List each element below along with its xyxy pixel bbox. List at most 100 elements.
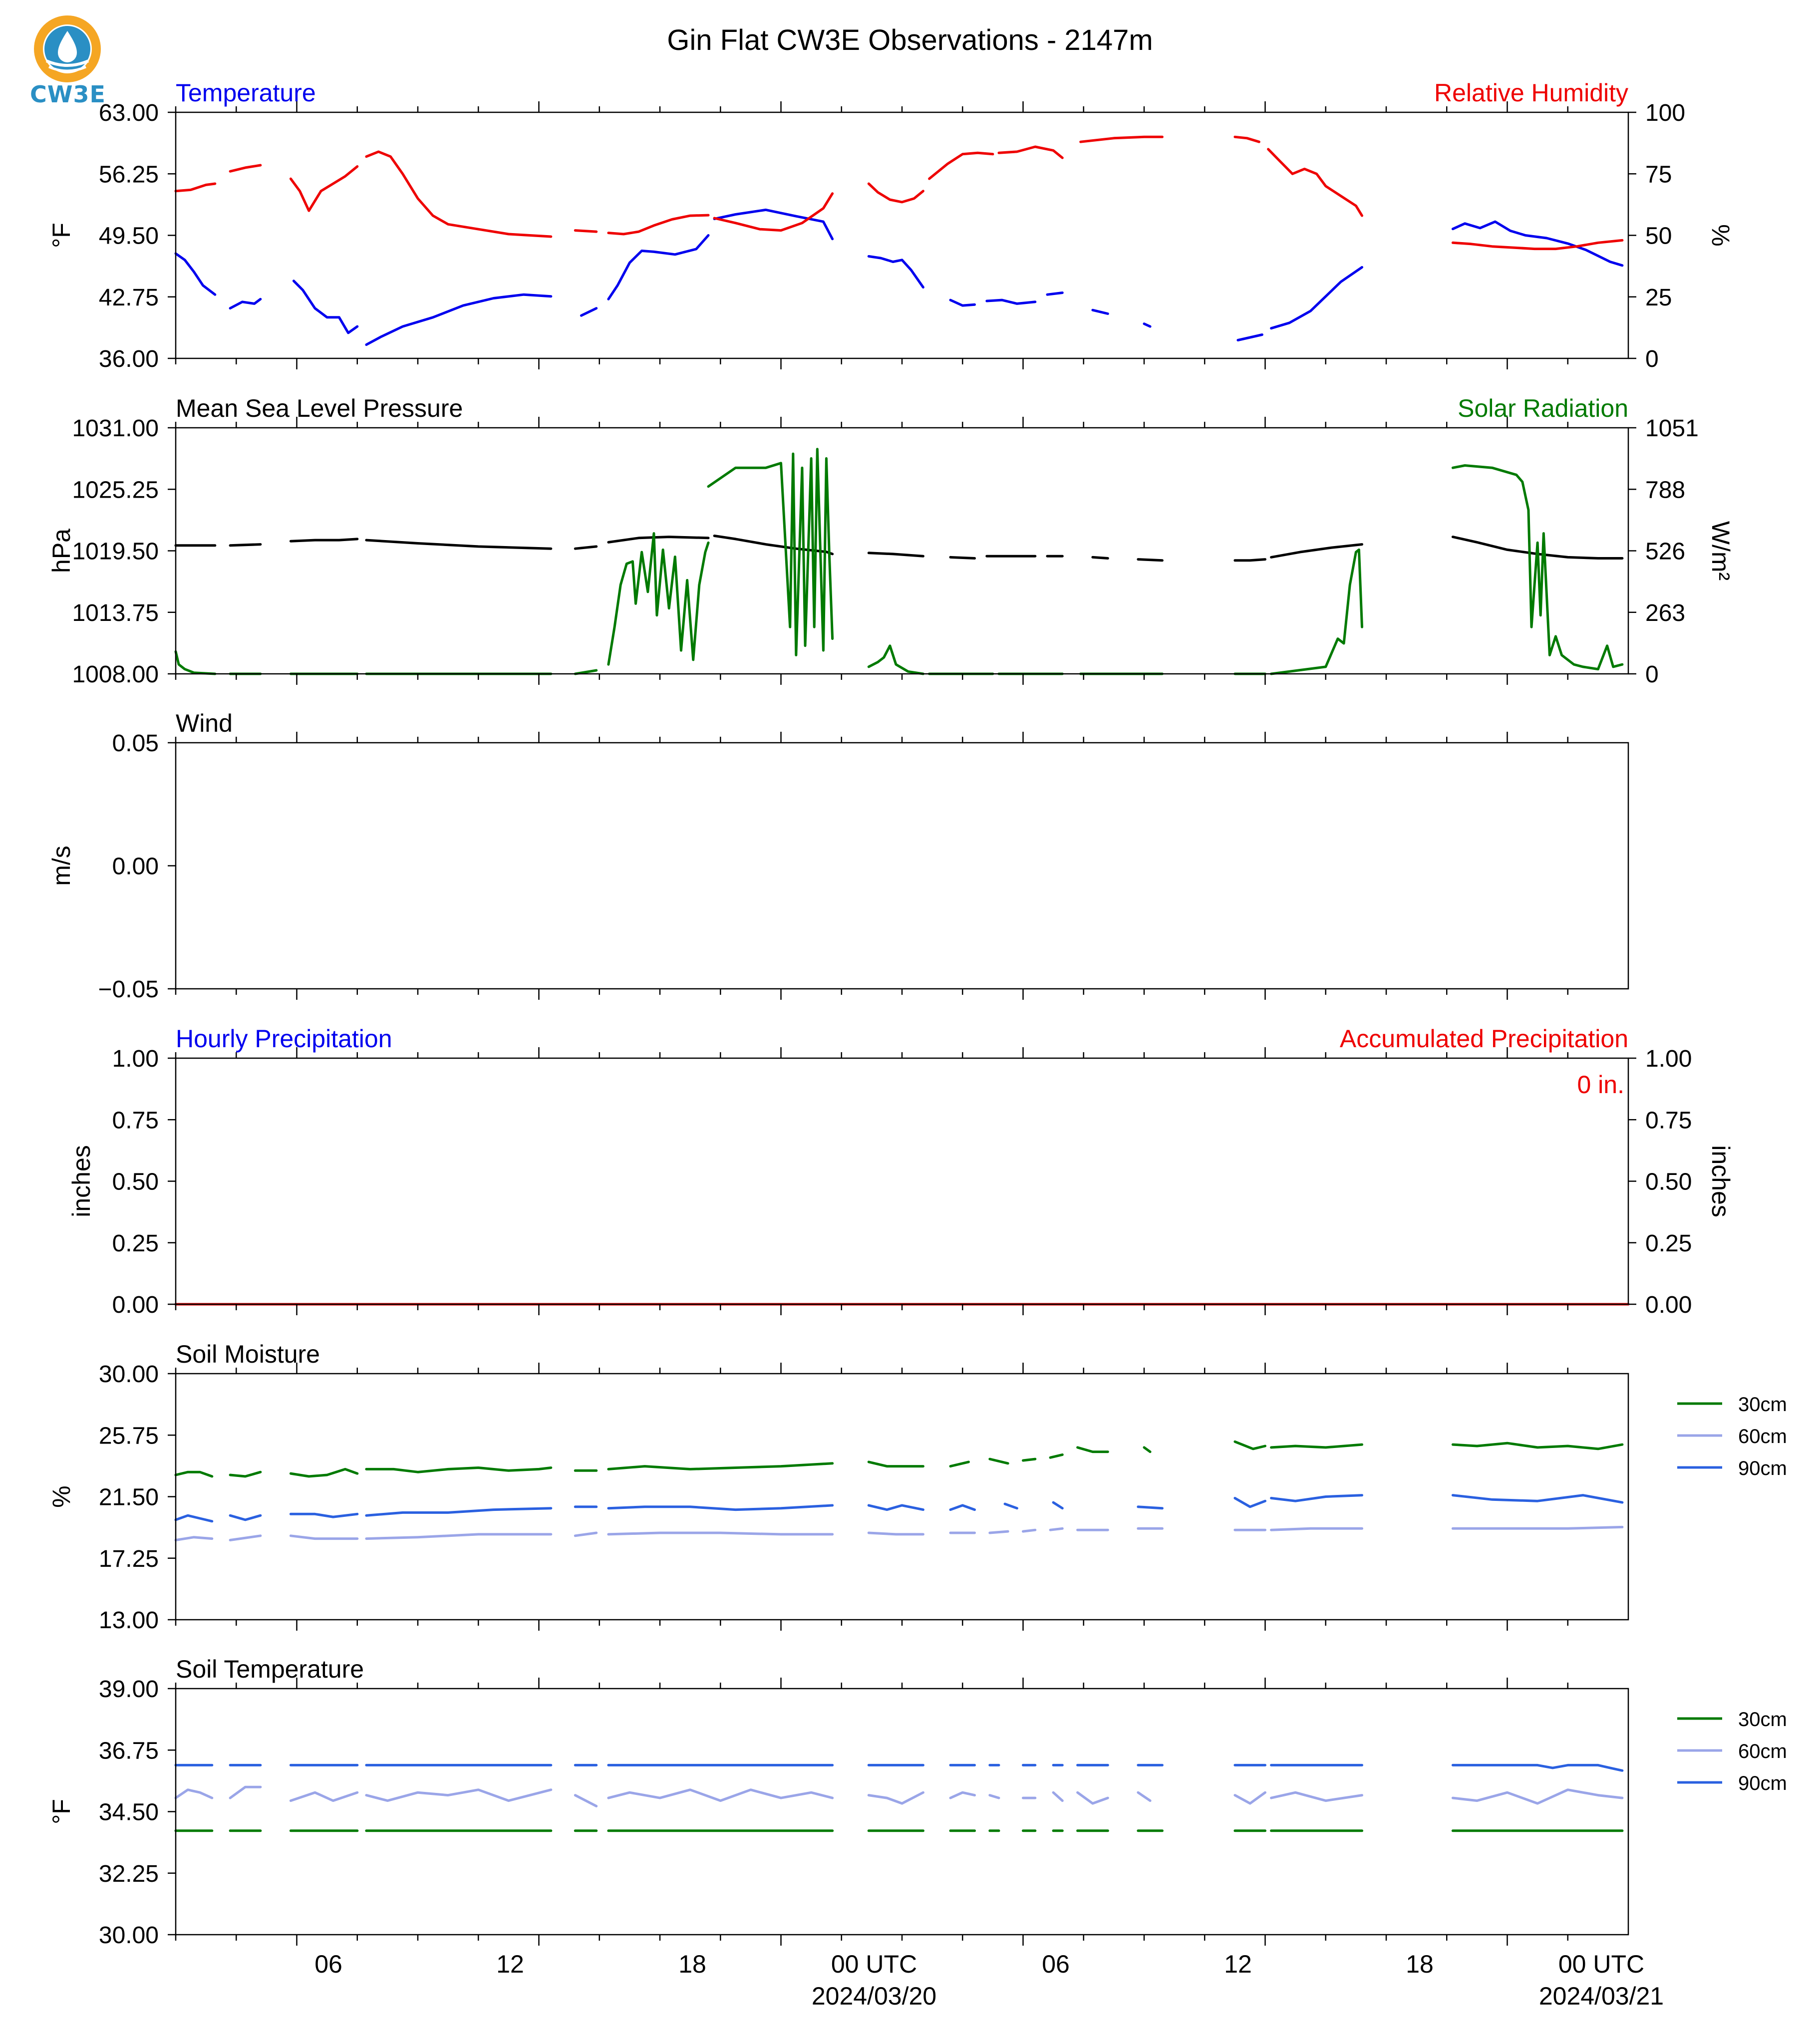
soil_moisture-y-tick-label: 25.75 [99, 1423, 159, 1449]
precip-y-tick-label-right: 1.00 [1645, 1046, 1692, 1072]
temp_rh-series-right-segment-4 [574, 229, 598, 233]
temp_rh-y-tick-label: 49.50 [99, 223, 159, 250]
temp_rh-series-left-segment-1 [229, 297, 262, 310]
soil_temp-left-title: Soil Temperature [176, 1655, 364, 1683]
temp_rh-series-left-segment-0 [174, 252, 217, 296]
panel-pressure_solar: 1031.00 1025.25 1019.50 1013.75 1008.00 1051 7… [47, 394, 1735, 688]
temp_rh-series-right-segment-9 [997, 145, 1064, 159]
soil_temp-series-60cm-segment-0 [174, 1788, 214, 1799]
precip-y-tick-label: 0.50 [112, 1169, 159, 1195]
soil_moisture-series-60cm-segment-0 [174, 1536, 214, 1541]
temp_rh-series-left-segment-4 [580, 307, 598, 317]
soil_temp-series-60cm-segment-11 [1076, 1791, 1109, 1805]
soil_moisture-series-90cm-segment-1 [229, 1514, 262, 1521]
temp_rh-y-tick-label-right: 0 [1645, 346, 1659, 372]
soil_temp-y-tick-label: 39.00 [99, 1676, 159, 1703]
precip-y-tick-label-right: 0.50 [1645, 1169, 1692, 1195]
soil_moisture-series-60cm-segment-8 [988, 1530, 1009, 1534]
temp_rh-series-left-segment-14 [1270, 266, 1363, 330]
precip-annotation: 0 in. [1577, 1071, 1624, 1099]
x-date-label: 2024/03/21 [1539, 1982, 1664, 2010]
wind-y-axis-label: m/s [47, 846, 75, 886]
x-tick-label: 00 UTC [831, 1950, 917, 1978]
soil_temp-y-tick-label: 32.25 [99, 1861, 159, 1887]
x-tick-label: 12 [1224, 1950, 1252, 1978]
soil_moisture-series-90cm-segment-7 [949, 1504, 976, 1511]
wind-y-tick-label: 0.05 [112, 730, 159, 757]
precip-y-tick-label-right: 0.75 [1645, 1107, 1692, 1134]
temp_rh-y-tick-label-right: 100 [1645, 100, 1685, 126]
soil_temp-series-60cm-segment-8 [988, 1794, 1000, 1799]
pressure_solar-y-tick-label-right: 263 [1645, 600, 1685, 626]
soil_temp-series-60cm-segment-12 [1137, 1791, 1152, 1802]
temp_rh-series-left-segment-5 [607, 234, 710, 300]
soil_temp-series-60cm-segment-14 [1270, 1791, 1363, 1802]
soil_temp-legend-label-90cm: 90cm [1738, 1772, 1787, 1794]
temp_rh-series-right-segment-11 [1233, 135, 1260, 143]
pressure_solar-series-left-segment-11 [1091, 556, 1109, 560]
pressure_solar-right-title: Solar Radiation [1458, 394, 1628, 422]
soil_moisture-series-60cm-segment-3 [365, 1533, 553, 1540]
soil_moisture-series-60cm-segment-5 [607, 1531, 834, 1536]
pressure_solar-series-left-segment-3 [365, 539, 553, 550]
soil_temp-frame [175, 1688, 1629, 1936]
pressure_solar-series-right-segment-5 [607, 532, 710, 666]
soil_moisture-series-30cm-segment-13 [1233, 1440, 1266, 1450]
soil_moisture-series-90cm-segment-6 [867, 1504, 924, 1511]
pressure_solar-y-tick-label-right: 526 [1645, 539, 1685, 565]
soil_temp-legend-label-30cm: 30cm [1738, 1709, 1787, 1731]
soil_moisture-y-axis-label: % [47, 1485, 75, 1507]
soil_temp-series-60cm-segment-7 [949, 1791, 976, 1799]
temp_rh-series-left-segment-10 [1046, 291, 1064, 296]
pressure_solar-series-left-segment-12 [1137, 558, 1164, 562]
temp_rh-y-tick-label: 63.00 [99, 100, 159, 126]
soil_moisture-series-90cm-segment-3 [365, 1507, 553, 1517]
temp_rh-left-title: Temperature [176, 79, 316, 107]
pressure_solar-series-left-segment-14 [1270, 543, 1363, 559]
soil_moisture-frame [175, 1373, 1629, 1621]
soil_moisture-legend-label-30cm: 30cm [1738, 1394, 1787, 1416]
soil_moisture-series-30cm-segment-1 [229, 1470, 262, 1478]
soil_temp-y-tick-label: 34.50 [99, 1799, 159, 1826]
temp_rh-series-right-segment-0 [174, 182, 217, 193]
cw3e-logo: CW3E [30, 15, 105, 110]
soil_temp-series-60cm-segment-1 [229, 1785, 262, 1799]
temp_rh-series-left-segment-12 [1143, 322, 1152, 328]
temp_rh-frame [175, 111, 1629, 359]
soil_moisture-series-30cm-segment-5 [607, 1462, 834, 1470]
precip-frame [175, 1057, 1629, 1305]
temp_rh-series-right-segment-8 [928, 151, 994, 180]
soil_moisture-series-90cm-segment-0 [174, 1514, 214, 1523]
temp_rh-series-right-segment-7 [867, 182, 924, 204]
pressure_solar-y-axis-label: hPa [47, 529, 75, 573]
soil_moisture-series-90cm-segment-13 [1451, 1494, 1624, 1504]
pressure_solar-series-right-segment-7 [867, 644, 924, 675]
x-tick-label: 00 UTC [1558, 1950, 1644, 1978]
temp_rh-y-tick-label-right: 50 [1645, 223, 1672, 250]
temp_rh-series-left-segment-8 [949, 298, 976, 307]
pressure_solar-left-title: Mean Sea Level Pressure [176, 394, 463, 422]
pressure_solar-series-left-segment-6 [713, 535, 834, 556]
pressure_solar-series-right-segment-0 [174, 650, 217, 675]
soil_moisture-y-tick-label: 21.50 [99, 1484, 159, 1511]
soil_moisture-y-tick-label: 17.25 [99, 1546, 159, 1572]
soil_temp-series-90cm-segment-15 [1451, 1763, 1624, 1772]
soil_temp-series-60cm-segment-2 [289, 1791, 359, 1802]
temp_rh-series-left-segment-3 [365, 293, 553, 346]
temp_rh-series-left-segment-9 [985, 298, 1037, 305]
soil_temp-series-60cm-segment-6 [867, 1791, 924, 1805]
pressure_solar-y-tick-label: 1031.00 [72, 415, 159, 442]
soil_moisture-legend-label-90cm: 90cm [1738, 1457, 1787, 1479]
pressure_solar-series-right-segment-6 [707, 448, 834, 656]
temp_rh-y-tick-label-right: 25 [1645, 285, 1672, 311]
soil_moisture-y-tick-label: 13.00 [99, 1607, 159, 1634]
temp_rh-y-axis-label: °F [47, 223, 75, 248]
soil_temp-series-60cm-segment-3 [365, 1788, 553, 1802]
pressure_solar-series-left-segment-2 [289, 538, 359, 543]
soil_moisture-legend-label-60cm: 60cm [1738, 1426, 1787, 1448]
soil_moisture-series-30cm-segment-14 [1270, 1443, 1363, 1449]
precip-y-tick-label: 0.25 [112, 1230, 159, 1257]
x-tick-label: 18 [678, 1950, 706, 1978]
soil_moisture-series-30cm-segment-0 [174, 1470, 214, 1478]
temp_rh-series-right-segment-12 [1267, 148, 1363, 217]
